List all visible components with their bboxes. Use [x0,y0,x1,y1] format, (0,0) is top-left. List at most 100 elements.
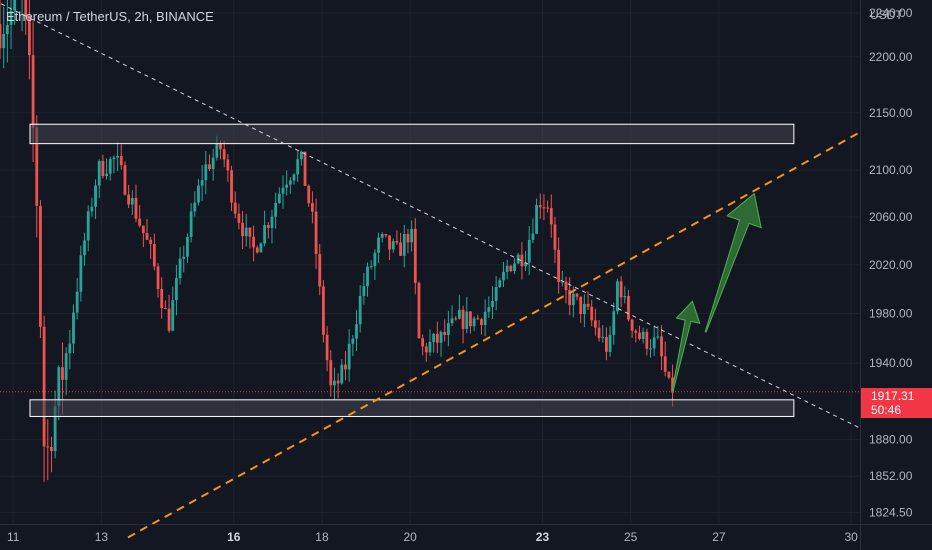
candle-body [116,155,120,158]
time-tick-label: 30 [844,530,858,544]
candle-body [406,233,410,243]
candle-body [197,185,200,203]
candle-body [443,331,447,336]
candle-body [244,227,248,237]
candle-body [560,281,564,283]
candle-body [24,0,28,16]
candle-body [281,187,285,194]
candle-body [178,258,182,279]
candle-body [656,336,660,338]
candle-body [270,216,274,229]
candle-body [57,367,61,407]
candle-body [204,164,208,181]
candle-body [520,254,524,267]
candle-body [9,10,13,25]
candle-body [211,157,215,170]
time-tick-label: 18 [315,530,329,544]
candle-body [75,291,79,313]
candle-body [538,205,542,208]
projection-arrow-small [671,300,701,392]
candle-body [193,202,197,212]
candle-body [667,371,671,378]
candle-body [527,239,531,263]
price-tick-label: 2240.00 [869,6,913,20]
candle-body [590,306,594,321]
price-tick-label: 2060.00 [869,210,913,224]
resistance-zone [29,123,795,145]
candle-body [498,280,502,288]
candle-body [101,160,105,177]
candle-body [127,194,131,205]
candle-body [182,256,186,259]
candle-body [274,202,278,217]
time-axis[interactable]: 11 13 16 18 20 23 25 27 30 [0,524,932,545]
candle-body [83,240,86,256]
candle-body [68,343,72,354]
price-axis[interactable]: 2240.00 2200.00 2150.00 2100.00 2060.00 2020.… [860,0,913,550]
candle-body [233,202,237,214]
candle-body [366,266,369,287]
candle-body [391,241,395,250]
candle-body [156,266,160,289]
price-tick-label: 2200.00 [869,50,913,64]
candle-body [5,24,9,35]
candle-body [200,180,204,186]
candle-body [53,406,57,452]
candle-body [542,207,546,209]
candle-body [79,255,83,292]
candle-body [322,286,325,335]
candle-body [288,180,292,185]
candle-body [112,157,116,160]
candle-body [186,237,189,257]
candle-body [435,333,439,343]
drawing-overlays [0,2,861,539]
candle-body [314,211,318,255]
candle-body [28,15,31,56]
candle-body [553,224,557,250]
candle-body [97,160,101,186]
candle-body [608,334,612,352]
candle-body [660,336,663,357]
candle-body [627,296,630,320]
candle-body [487,307,491,312]
candle-body [340,364,344,384]
candle-body [582,303,586,314]
candle-body [266,225,270,229]
candle-body [476,318,480,320]
candle-body [454,318,458,320]
candle-body [42,326,46,447]
candle-body [571,293,575,306]
candle-body [395,241,399,243]
price-tick-label: 2100.00 [869,163,913,177]
candle-body [208,164,211,170]
candle-body [524,262,527,267]
candle-body [123,165,127,195]
candle-body [64,353,68,380]
candle-body [505,265,509,272]
candle-body [318,254,322,287]
time-tick-label: 23 [536,530,550,544]
candle-body [310,203,314,212]
chart-grid [0,0,860,524]
candle-body [90,206,94,212]
candle-body [141,225,145,234]
candle-body [241,222,244,237]
candle-body [105,173,108,177]
candle-body [619,281,623,298]
candle-body [634,330,638,333]
candle-body [94,185,97,207]
candle-body [13,0,17,11]
candle-body [546,207,550,209]
price-tick-label: 1980.00 [869,306,913,320]
candle-body [329,360,333,386]
candle-body [351,338,355,344]
candle-body [663,356,667,372]
candle-body [189,211,193,238]
candle-body [2,34,6,49]
candle-body [344,364,347,370]
candle-body [292,174,296,181]
candle-body [450,318,454,324]
candle-body [222,149,226,160]
candle-body [413,228,417,283]
